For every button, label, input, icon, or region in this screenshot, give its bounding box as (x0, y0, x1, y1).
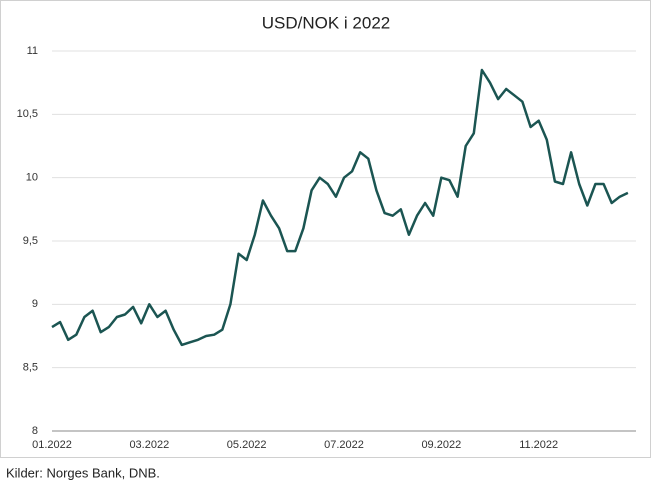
y-tick-label: 9 (32, 298, 38, 310)
x-tick-label: 03.2022 (129, 439, 169, 451)
x-tick-label: 01.2022 (32, 439, 72, 451)
y-tick-label: 8 (32, 425, 38, 437)
y-tick-label: 11 (27, 45, 38, 57)
y-tick-label: 9,5 (23, 235, 38, 247)
x-tick-label: 05.2022 (227, 439, 267, 451)
y-tick-label: 10,5 (17, 108, 38, 120)
chart-title: USD/NOK i 2022 (262, 13, 391, 32)
source-note: Kilder: Norges Bank, DNB. (6, 465, 160, 480)
chart-frame (0, 0, 651, 458)
x-tick-label: 07.2022 (324, 439, 364, 451)
y-tick-label: 10 (26, 172, 38, 184)
x-tick-label: 09.2022 (421, 439, 461, 451)
x-tick-label: 11.2022 (519, 439, 558, 451)
data-line (51, 68, 629, 347)
y-tick-label: 8,5 (23, 362, 38, 374)
